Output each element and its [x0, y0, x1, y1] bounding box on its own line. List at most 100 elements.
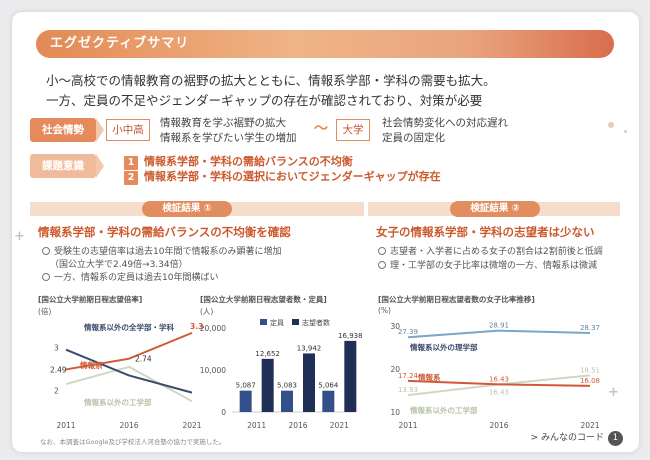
footer-note: なお、本調査はGoogle及び学校法人河合塾の協力で実施した。	[40, 438, 226, 446]
data-label: 28.91	[489, 322, 509, 330]
data-label: 16,938	[338, 332, 363, 340]
bar	[344, 340, 357, 412]
chart-ratio-unit: (倍)	[38, 307, 52, 316]
data-label: 13,942	[297, 344, 322, 352]
univ-line-2: 定員の固定化	[382, 132, 445, 144]
bar	[239, 390, 252, 412]
legend-swatch	[260, 319, 267, 325]
chart-counts-title: [国公立大学前期日程志望者数・定員]	[200, 295, 327, 304]
issue-text: 情報系学部・学科の選択においてジェンダーギャップが存在	[144, 170, 441, 183]
series-line	[65, 331, 193, 371]
plus-decoration: +	[14, 229, 25, 244]
finding-2-title: 女子の情報系学部・学科の志望者は少ない	[376, 225, 595, 239]
data-label: 28.37	[580, 324, 600, 332]
dot-decoration	[608, 122, 614, 128]
bar	[281, 390, 293, 412]
series-label: 情報系以外の理学部	[409, 342, 478, 352]
series-label: 情報系以外の全学部・学科	[83, 322, 174, 332]
series-label: 情報系	[417, 372, 441, 382]
legend-label: 志望者数	[302, 318, 330, 327]
summary-line-2: 一方、定員の不足やジェンダーギャップの存在が確認されており、対策が必要	[46, 93, 483, 108]
bullet-icon	[42, 247, 50, 255]
bullet-icon	[378, 261, 386, 269]
school-line-2: 情報系を学びたい学生の増加	[160, 132, 297, 144]
finding-2-header: 検証結果 ②	[450, 201, 540, 217]
arrow-icon	[96, 154, 104, 178]
x-tick-label: 2011	[398, 421, 417, 430]
data-label: 5,083	[277, 382, 297, 390]
data-label: 5,087	[236, 382, 256, 390]
data-label: 2.74	[135, 355, 152, 364]
x-tick-label: 2021	[182, 421, 201, 430]
y-tick-label: 2	[54, 387, 59, 396]
series-line	[407, 379, 591, 387]
data-label: 16.43	[489, 388, 509, 396]
chart-female-unit: (%)	[378, 306, 391, 315]
arrow-icon: 〜	[314, 121, 328, 137]
bar	[261, 358, 274, 412]
univ-label: 大学	[336, 119, 370, 141]
series-line	[65, 348, 193, 394]
plus-decoration: +	[608, 385, 619, 400]
legend-label: 定員	[270, 318, 284, 327]
bullet-icon	[378, 247, 386, 255]
y-tick-label: 30	[390, 322, 400, 331]
issues-label: 課題意識	[30, 154, 96, 178]
dot-decoration	[624, 130, 627, 133]
y-tick-label: 10,000	[200, 366, 226, 375]
series-label: 情報系以外の工学部	[409, 405, 478, 415]
finding-1-title: 情報系学部・学科の需給バランスの不均衡を確認	[38, 225, 291, 239]
series-label: 情報系以外の工学部	[83, 397, 152, 407]
x-tick-label: 2021	[580, 421, 599, 430]
data-label: 5,064	[318, 382, 339, 390]
bar	[303, 353, 315, 412]
univ-line-1: 社会情勢変化への対応遅れ	[382, 117, 508, 129]
y-tick-label: 20,000	[200, 324, 226, 333]
y-tick-label: 20	[390, 365, 400, 374]
x-tick-label: 2016	[119, 421, 138, 430]
issue-text: 情報系学部・学科の需給バランスの不均衡	[144, 155, 353, 168]
chart-ratio-title: [国公立大学前期日程志望倍率]	[38, 295, 143, 304]
finding-1-bullet-1: 受験生の志望倍率は過去10年間で情報系のみ顕著に増加	[42, 247, 281, 258]
finding-1-bullet-2: 一方、情報系の定員は過去10年間横ばい	[42, 273, 218, 284]
finding-1-bullet-1-sub: （国公立大学で2.49倍→3.34倍）	[50, 260, 188, 270]
issue-item: 2 情報系学部・学科の選択においてジェンダーギャップが存在	[124, 168, 441, 185]
data-label: 17.24	[398, 372, 419, 380]
social-label: 社会情勢	[30, 118, 96, 142]
bullet-icon	[42, 273, 50, 281]
x-tick-label: 2016	[489, 421, 508, 430]
female-ratio-line-chart: 10 20 30 2011 2016 2021 27.39 28.91 28.37 17.24 16…	[390, 322, 600, 430]
legend-swatch	[292, 319, 299, 325]
x-tick-label: 2016	[288, 421, 307, 430]
y-tick-label: 3	[54, 344, 59, 353]
x-tick-label: 2011	[247, 421, 266, 430]
counts-bar-chart: 0 10,000 20,000 定員 志望者数 5,087 12,652 2011 5,083 1…	[200, 318, 363, 430]
data-label: 12,652	[255, 350, 280, 358]
data-label: 27.39	[398, 328, 418, 336]
finding-2-bullet-2: 理・工学部の女子比率は微増の一方、情報系は微減	[378, 261, 597, 272]
y-tick-label: 10	[390, 408, 400, 417]
summary-card: + + エグゼクティブサマリ 小〜高校での情報教育の裾野の拡大とともに、情報系学…	[12, 12, 639, 452]
x-tick-label: 2021	[330, 421, 349, 430]
data-label: 2.49	[50, 365, 67, 374]
issue-item: 1 情報系学部・学科の需給バランスの不均衡	[124, 153, 353, 170]
series-line	[65, 365, 193, 403]
series-line	[407, 329, 591, 339]
bar	[322, 390, 335, 412]
school-line-1: 情報教育を学ぶ裾野の拡大	[160, 117, 286, 129]
series-label: 情報系	[79, 360, 103, 370]
finding-2-bullet-1: 志望者・入学者に占める女子の割合は2割前後と低調	[378, 247, 603, 258]
footer-link[interactable]: > みんなのコード 1	[531, 430, 623, 446]
chart-female-title: [国公立大学前期日程志望者数の女子比率推移]	[378, 295, 535, 304]
data-label: 18.51	[580, 366, 600, 374]
finding-1-header: 検証結果 ①	[142, 201, 232, 217]
school-label: 小中高	[106, 119, 150, 141]
page-title: エグゼクティブサマリ	[36, 30, 614, 58]
y-tick-label: 0	[221, 408, 226, 417]
data-label: 16.08	[580, 377, 600, 385]
x-tick-label: 2011	[56, 421, 75, 430]
page-number: 1	[608, 431, 623, 446]
chart-counts-unit: (人)	[200, 307, 214, 316]
issue-number: 2	[124, 171, 138, 185]
